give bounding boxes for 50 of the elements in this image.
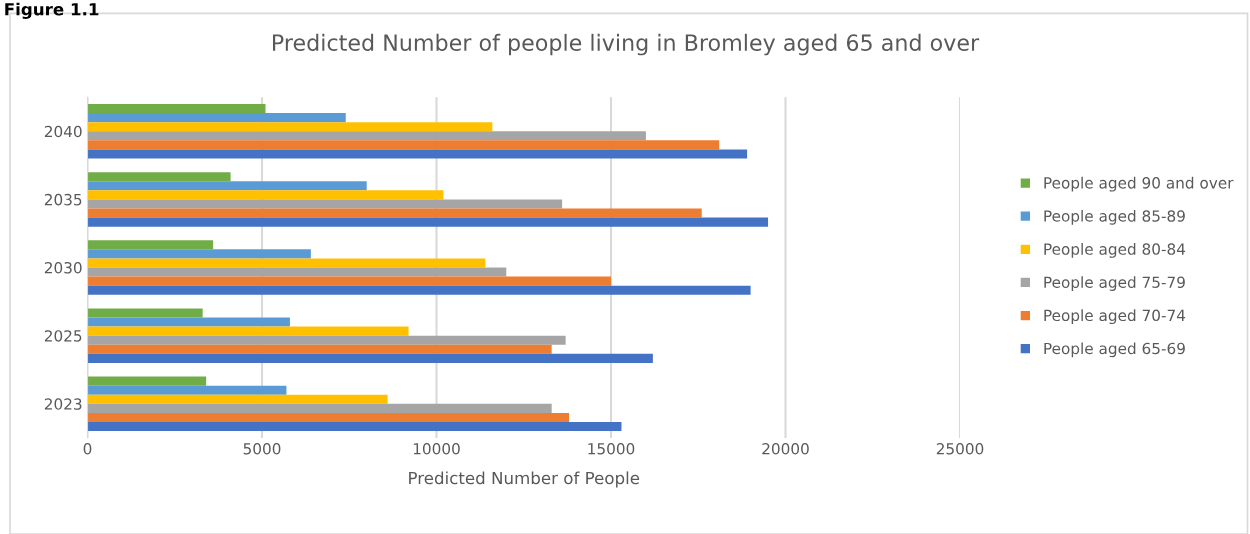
bar [87,326,409,336]
bar [87,376,207,386]
bar [87,412,570,422]
legend-label: People aged 75-79 [1044,276,1185,291]
bar [87,208,702,218]
chart-title: Predicted Number of people living in Bromley aged 65 and over [273,33,980,56]
x-tick-label: 0 [83,443,92,455]
x-tick-label: 25000 [936,443,984,455]
bar [87,149,748,159]
x-tick-label: 10000 [413,443,460,455]
x-tick-label: 20000 [762,443,809,455]
x-axis-title: Predicted Number of People [409,471,640,488]
bar [87,240,214,250]
bar [87,344,552,354]
bar [87,217,769,227]
bar [87,385,287,395]
legend-label: People aged 90 and over [1044,176,1234,192]
bar [87,308,203,318]
legend-label: People aged 85-89 [1044,209,1185,225]
caption: Figure 1.1 [5,2,99,19]
bar [87,335,566,345]
bar [87,104,266,114]
x-tick-label: 15000 [588,443,635,455]
bar [87,267,507,277]
x-tick-label: 5000 [243,443,281,455]
bar [87,403,552,413]
bar [87,394,388,404]
y-tick-label: 2025 [44,330,82,342]
bar [87,131,646,141]
bar [87,172,231,182]
bar [87,353,653,363]
bar [87,122,493,132]
y-tick-label: 2030 [44,262,82,274]
bar [87,140,720,150]
legend-label: People aged 80-84 [1044,243,1186,258]
bar [87,276,611,286]
bar [87,285,751,295]
legend-label: People aged 65-69 [1044,342,1185,358]
y-tick-label: 2023 [44,398,82,410]
y-tick-label: 2040 [44,125,82,138]
bar [87,258,486,268]
bar [87,317,290,327]
bar [87,181,367,191]
bar [87,421,622,432]
bar [87,249,311,259]
legend-label: People aged 70-74 [1044,309,1186,325]
y-tick-label: 2035 [44,193,82,206]
bar [87,113,346,123]
bar [87,199,563,209]
bar [87,190,444,200]
